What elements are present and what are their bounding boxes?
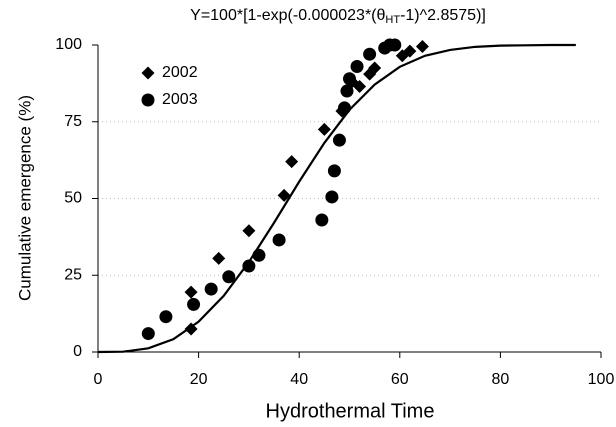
title-subscript: HT [385,14,400,26]
x-tick-label: 80 [492,371,510,388]
circle-marker [327,164,341,178]
diamond-marker [141,66,155,80]
circle-marker [343,72,356,86]
circle-marker [187,297,201,311]
circle-marker [272,233,286,247]
title-part: Y=100*[1-exp(-0.000023*(θ [190,7,385,24]
x-tick-label: 100 [588,371,615,388]
x-axis-label: Hydrothermal Time [266,400,435,422]
y-tick-label: 0 [73,343,82,360]
fit-curve [97,43,576,354]
diamond-marker [353,79,367,93]
circle-marker [363,47,377,61]
circle-marker [242,259,256,273]
x-tick-label: 40 [290,371,308,388]
diamond-marker [184,285,198,299]
diamond-marker [277,188,291,202]
circle-marker [325,190,339,204]
diamond-marker [242,224,256,238]
x-tick-label: 0 [94,371,103,388]
circle-marker [340,84,354,98]
chart-title: Y=100*[1-exp(-0.000023*(θHT-1)^2.8575)] [190,7,486,26]
circle-marker [222,270,236,284]
circle-marker [204,282,218,296]
circle-marker [141,93,155,107]
circle-marker [350,59,364,73]
diamond-marker [317,122,331,136]
diamond-marker [212,251,226,265]
circle-marker [332,133,346,147]
legend-label: 2003 [162,91,198,108]
title-part: -1)^2.8575)] [400,7,486,24]
circle-marker [388,38,402,52]
circle-marker [141,327,155,341]
x-tick-label: 20 [190,371,208,388]
x-tick-label: 60 [391,371,409,388]
y-tick-label: 25 [64,266,82,283]
diamond-marker [403,44,417,58]
y-axis-label: Cumulative emergence (%) [15,95,34,301]
diamond-marker [368,61,382,75]
legend-label: 2002 [162,64,198,81]
y-tick-label: 100 [55,36,82,53]
circle-marker [159,310,173,324]
y-tick-label: 75 [64,113,82,130]
y-tick-label: 50 [64,190,82,207]
circle-marker [315,213,329,227]
circle-marker [337,101,351,115]
diamond-marker [285,155,299,169]
diamond-marker [415,40,429,54]
